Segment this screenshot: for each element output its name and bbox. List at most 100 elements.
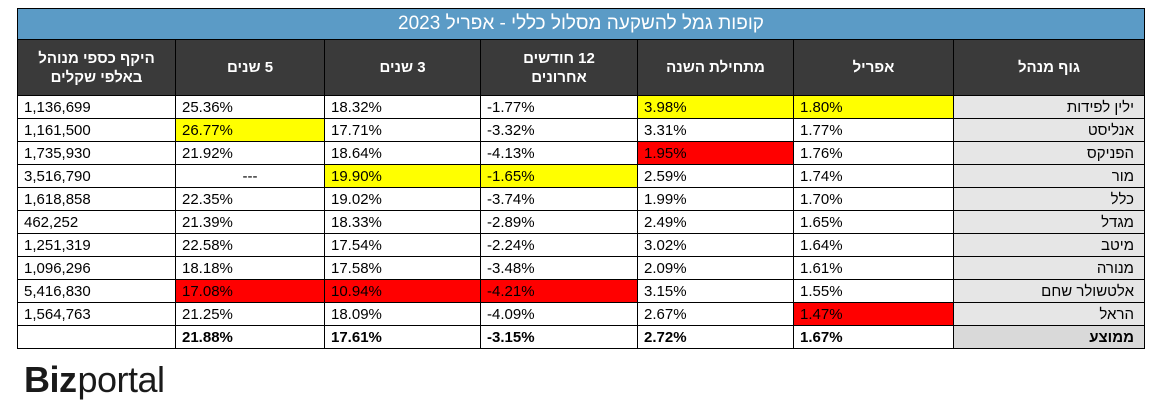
fund-returns-table-container: קופות גמל להשקעה מסלול כללי - אפריל 2023… (17, 8, 1145, 349)
cell-12-month-return: -3.48% (480, 256, 638, 280)
cell-5-year-return: 17.08% (175, 279, 325, 303)
header-aum-line1: היקף כספי מנוהל (38, 49, 155, 67)
cell-ytd-return: 2.49% (637, 210, 794, 234)
cell-ytd-return: 3.15% (637, 279, 794, 303)
table-row: ילין לפידות 1.80% 3.98% -1.77% 18.32% 25.36% 1… (17, 95, 1145, 119)
cell-manager-name: הראל (953, 302, 1145, 326)
cell-ytd-return: 2.59% (637, 164, 794, 188)
fund-returns-table: קופות גמל להשקעה מסלול כללי - אפריל 2023… (17, 8, 1145, 349)
cell-manager-name: מיטב (953, 233, 1145, 257)
cell-5-year-return: 22.35% (175, 187, 325, 211)
cell-3-year-return: 19.90% (324, 164, 481, 188)
table-title-row: קופות גמל להשקעה מסלול כללי - אפריל 2023 (17, 8, 1145, 40)
cell-manager-name: אנליסט (953, 118, 1145, 142)
cell-manager-name: מנורה (953, 256, 1145, 280)
header-12-months: 12 חודשים אחרונים (480, 39, 638, 96)
table-header-row: גוף מנהל אפריל מתחילת השנה 12 חודשים אחר… (17, 39, 1145, 96)
cell-manager-name: מור (953, 164, 1145, 188)
table-row: כלל 1.70% 1.99% -3.74% 19.02% 22.35% 1,618,858 (17, 187, 1145, 211)
cell-ytd-return: 2.67% (637, 302, 794, 326)
cell-april-return: 1.55% (793, 279, 954, 303)
cell-3-year-return: 18.64% (324, 141, 481, 165)
cell-5-year-return: 21.92% (175, 141, 325, 165)
table-row: אנליסט 1.77% 3.31% -3.32% 17.71% 26.77% 1,161,… (17, 118, 1145, 142)
average-12-months: -3.15% (480, 325, 638, 349)
header-april: אפריל (793, 39, 954, 96)
average-ytd: 2.72% (637, 325, 794, 349)
cell-12-month-return: -4.09% (480, 302, 638, 326)
header-ytd: מתחילת השנה (637, 39, 794, 96)
cell-aum-value: 1,096,296 (17, 256, 176, 280)
table-row: אלטשולר שחם 1.55% 3.15% -4.21% 10.94% 17.08% 5… (17, 279, 1145, 303)
cell-aum-value: 1,161,500 (17, 118, 176, 142)
cell-5-year-return: --- (175, 164, 325, 188)
cell-3-year-return: 10.94% (324, 279, 481, 303)
header-12-months-line1: 12 חודשים (523, 49, 595, 67)
cell-april-return: 1.61% (793, 256, 954, 280)
cell-5-year-return: 22.58% (175, 233, 325, 257)
cell-3-year-return: 19.02% (324, 187, 481, 211)
cell-ytd-return: 3.31% (637, 118, 794, 142)
cell-12-month-return: -1.65% (480, 164, 638, 188)
header-aum: היקף כספי מנוהל באלפי שקלים (17, 39, 176, 96)
cell-12-month-return: -2.89% (480, 210, 638, 234)
cell-april-return: 1.77% (793, 118, 954, 142)
cell-3-year-return: 18.33% (324, 210, 481, 234)
logo-part-portal: portal (77, 359, 166, 400)
cell-12-month-return: -2.24% (480, 233, 638, 257)
header-3-years: 3 שנים (324, 39, 481, 96)
header-5-years: 5 שנים (175, 39, 325, 96)
average-5-years: 21.88% (175, 325, 325, 349)
cell-april-return: 1.80% (793, 95, 954, 119)
cell-ytd-return: 1.99% (637, 187, 794, 211)
cell-april-return: 1.64% (793, 233, 954, 257)
cell-ytd-return: 3.02% (637, 233, 794, 257)
cell-aum-value: 1,564,763 (17, 302, 176, 326)
cell-12-month-return: -4.13% (480, 141, 638, 165)
table-body: ילין לפידות 1.80% 3.98% -1.77% 18.32% 25.36% 1… (17, 95, 1145, 326)
table-row: מנורה 1.61% 2.09% -3.48% 17.58% 18.18% 1,096,2… (17, 256, 1145, 280)
cell-aum-value: 1,136,699 (17, 95, 176, 119)
table-row: הראל 1.47% 2.67% -4.09% 18.09% 21.25% 1,564,76… (17, 302, 1145, 326)
cell-5-year-return: 18.18% (175, 256, 325, 280)
cell-aum-value: 5,416,830 (17, 279, 176, 303)
table-row: מור 1.74% 2.59% -1.65% 19.90% --- 3,516,790 (17, 164, 1145, 188)
table-title: קופות גמל להשקעה מסלול כללי - אפריל 2023 (17, 8, 1145, 40)
table-row: מגדל 1.65% 2.49% -2.89% 18.33% 21.39% 462,252 (17, 210, 1145, 234)
cell-april-return: 1.65% (793, 210, 954, 234)
cell-april-return: 1.76% (793, 141, 954, 165)
cell-aum-value: 1,251,319 (17, 233, 176, 257)
cell-manager-name: מגדל (953, 210, 1145, 234)
cell-april-return: 1.70% (793, 187, 954, 211)
logo-part-biz: Biz (24, 359, 77, 400)
cell-ytd-return: 3.98% (637, 95, 794, 119)
cell-manager-name: ילין לפידות (953, 95, 1145, 119)
cell-3-year-return: 17.54% (324, 233, 481, 257)
cell-5-year-return: 26.77% (175, 118, 325, 142)
cell-aum-value: 1,735,930 (17, 141, 176, 165)
cell-manager-name: אלטשולר שחם (953, 279, 1145, 303)
cell-ytd-return: 2.09% (637, 256, 794, 280)
bizportal-logo: Biz portal (24, 360, 165, 398)
header-manager: גוף מנהל (953, 39, 1145, 96)
cell-5-year-return: 25.36% (175, 95, 325, 119)
table-row: הפניקס 1.76% 1.95% -4.13% 18.64% 21.92% 1,735,… (17, 141, 1145, 165)
cell-3-year-return: 18.09% (324, 302, 481, 326)
table-row: מיטב 1.64% 3.02% -2.24% 17.54% 22.58% 1,251,31… (17, 233, 1145, 257)
cell-12-month-return: -1.77% (480, 95, 638, 119)
header-12-months-line2: אחרונים (531, 68, 587, 86)
average-row: ממוצע 1.67% 2.72% -3.15% 17.61% 21.88% (17, 325, 1145, 349)
cell-aum-value: 3,516,790 (17, 164, 176, 188)
average-aum (17, 325, 176, 349)
header-aum-line2: באלפי שקלים (50, 68, 143, 86)
cell-manager-name: הפניקס (953, 141, 1145, 165)
cell-5-year-return: 21.39% (175, 210, 325, 234)
cell-3-year-return: 17.58% (324, 256, 481, 280)
cell-12-month-return: -3.32% (480, 118, 638, 142)
cell-3-year-return: 18.32% (324, 95, 481, 119)
cell-ytd-return: 1.95% (637, 141, 794, 165)
cell-april-return: 1.47% (793, 302, 954, 326)
cell-12-month-return: -3.74% (480, 187, 638, 211)
cell-manager-name: כלל (953, 187, 1145, 211)
cell-12-month-return: -4.21% (480, 279, 638, 303)
